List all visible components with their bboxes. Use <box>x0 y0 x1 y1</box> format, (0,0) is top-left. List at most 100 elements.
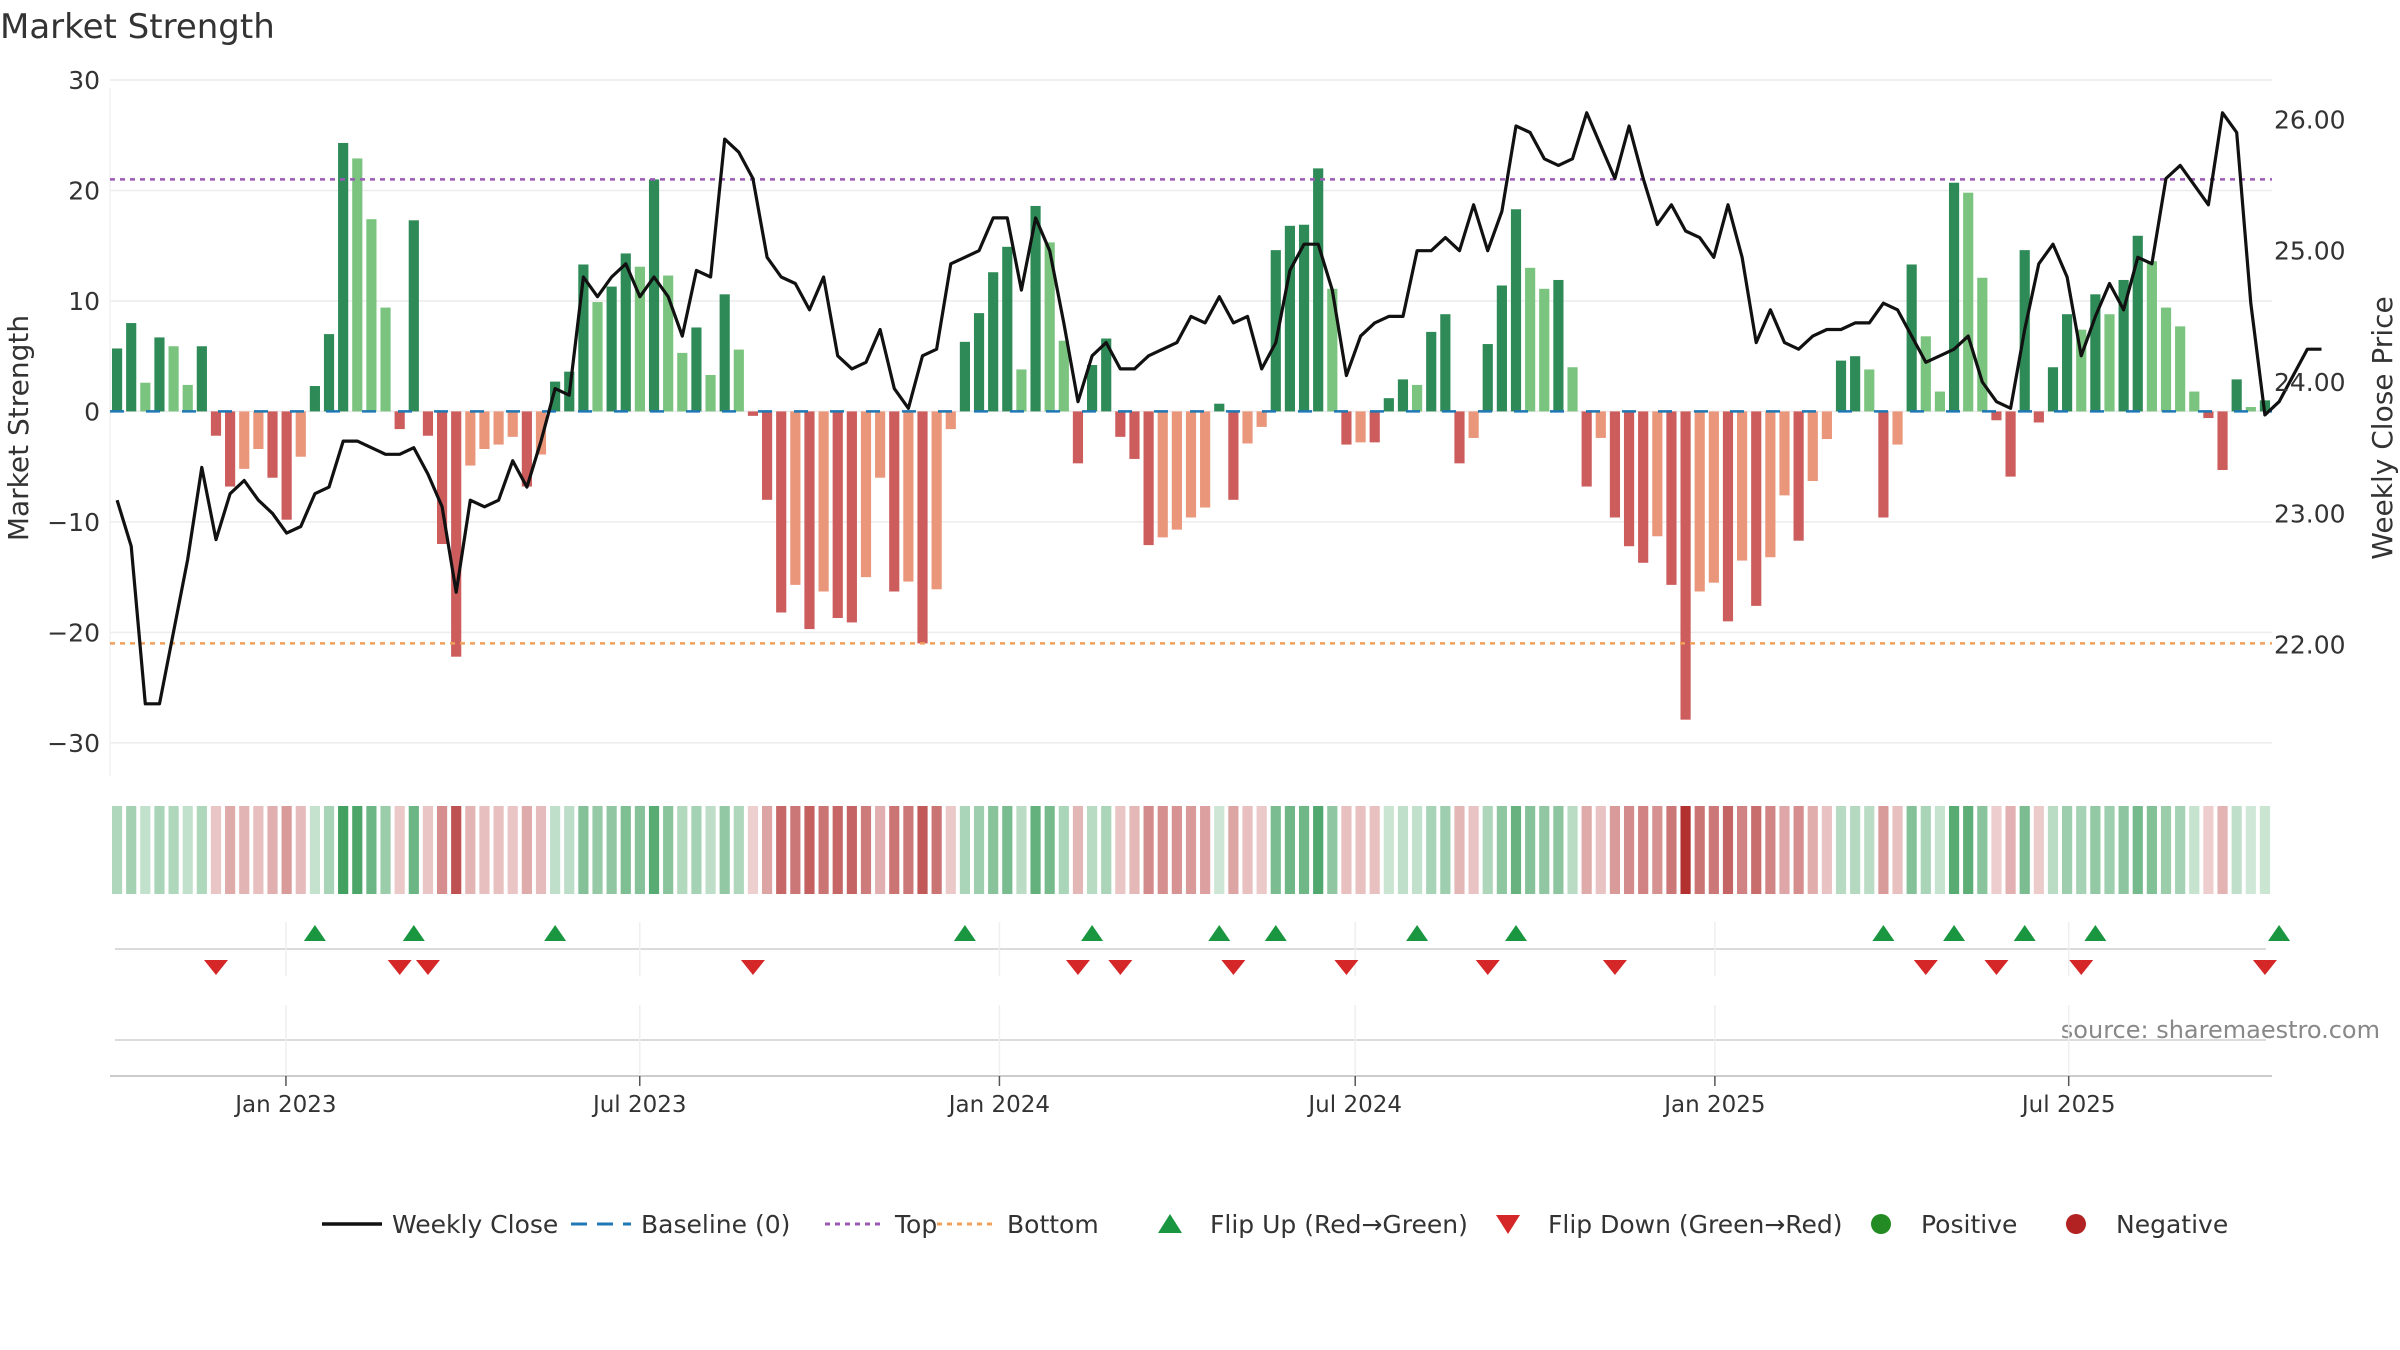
strength-bar <box>832 411 843 619</box>
heat-cell <box>1878 806 1889 894</box>
heat-cell <box>1157 806 1168 894</box>
heat-cell <box>776 806 787 894</box>
strength-bar <box>733 349 744 412</box>
strength-bar <box>860 411 872 578</box>
flip-up-marker <box>2268 925 2291 941</box>
legend-label: Top <box>894 1210 937 1239</box>
heat-cell <box>719 806 730 894</box>
heat-cell <box>1086 806 1098 894</box>
heat-cell <box>959 806 970 894</box>
heat-cell <box>196 806 207 894</box>
x-tick-label: Jan 2024 <box>947 1092 1050 1118</box>
heat-cell <box>705 806 716 894</box>
heat-cell <box>2118 806 2129 894</box>
legend-swatch <box>2066 1214 2086 1234</box>
heat-cell <box>521 806 532 894</box>
strength-bar <box>366 219 377 412</box>
axis-labels: 30 20 10 0 −10 −20 −30 26.00 25.00 24.00 23.00 22.0… <box>47 66 2345 758</box>
y-tick-label: 0 <box>84 397 100 426</box>
strength-bar <box>1722 411 1734 622</box>
heat-cell <box>253 806 264 894</box>
heat-cell <box>1496 806 1507 894</box>
strength-bar <box>1341 411 1352 445</box>
strength-bar <box>1440 314 1451 412</box>
strength-bar <box>1228 411 1239 500</box>
y-tick-label: 10 <box>68 287 100 316</box>
strength-bar <box>620 253 631 412</box>
strength-bar <box>578 264 589 412</box>
heat-cell <box>451 806 462 894</box>
heat-cell <box>1666 806 1677 894</box>
strength-bar <box>182 384 193 412</box>
strength-bar <box>2217 411 2228 470</box>
strength-bar <box>1666 411 1677 585</box>
heat-cell <box>1058 806 1069 894</box>
flip-down-marker <box>203 960 228 975</box>
heat-cell <box>1850 806 1861 894</box>
heat-cell <box>691 806 702 894</box>
strength-bar <box>1807 411 1818 482</box>
heat-cell <box>761 806 773 894</box>
strength-bar <box>1567 367 1578 412</box>
heat-cell <box>1228 806 1239 894</box>
flip-up-marker <box>2013 925 2036 941</box>
x-axis: Jan 2023 Jul 2023 Jan 2024 Jul 2024 Jan 2025… <box>110 1075 2272 1118</box>
heat-cell <box>1016 806 1027 894</box>
heat-cell <box>111 806 123 894</box>
strength-bar <box>889 411 900 592</box>
strength-bar <box>1101 338 1112 412</box>
chart-title: Market Strength <box>0 7 275 47</box>
strength-bar <box>1496 285 1507 412</box>
heat-cell <box>606 806 617 894</box>
legend-label: Weekly Close <box>392 1210 558 1239</box>
strength-bar <box>168 346 179 412</box>
strength-bar <box>663 275 674 412</box>
strength-bar <box>239 411 250 469</box>
strength-bar <box>1256 411 1267 427</box>
heat-cell <box>2005 806 2016 894</box>
heat-cell <box>634 806 645 894</box>
flip-up-marker <box>402 925 425 941</box>
strength-bar <box>1030 205 1041 412</box>
strength-bar <box>1751 411 1762 606</box>
heat-cell <box>2146 806 2157 894</box>
y2-tick-label: 24.00 <box>2274 368 2346 397</box>
heat-cell <box>1171 806 1182 894</box>
x-tick-label: Jul 2024 <box>1306 1092 1402 1118</box>
y2-tick-label: 26.00 <box>2274 105 2346 134</box>
heat-cell <box>225 806 236 894</box>
strength-bar <box>1369 411 1380 443</box>
flip-up-marker <box>1406 925 1429 941</box>
strength-bar <box>776 411 787 613</box>
heat-cell <box>1200 806 1211 894</box>
flip-up-marker <box>303 925 326 941</box>
legend: Weekly Close Baseline (0) Top Bottom Flip Up… <box>322 1210 2228 1239</box>
strength-bar <box>1920 336 1931 412</box>
flip-down-marker <box>415 960 440 975</box>
heat-cell <box>2033 806 2044 894</box>
heat-cell <box>2104 806 2115 894</box>
strength-bars <box>111 142 2271 720</box>
strength-bar <box>1327 288 1338 412</box>
heat-cell <box>1298 806 1310 894</box>
strength-bar <box>1129 411 1140 459</box>
heat-cell <box>1185 806 1197 894</box>
strength-bar <box>196 346 207 412</box>
strength-bar <box>2146 261 2157 412</box>
heat-cell <box>2231 806 2242 894</box>
strength-bar <box>1412 384 1423 412</box>
heat-cell <box>1440 806 1451 894</box>
strength-bar <box>1539 288 1550 412</box>
strength-bar <box>323 334 335 412</box>
heat-cell <box>2019 806 2030 894</box>
strength-bar <box>959 341 970 412</box>
strength-bar <box>1510 209 1522 412</box>
heat-cell <box>1977 806 1988 894</box>
heat-cell <box>1793 806 1804 894</box>
heat-cell <box>465 806 476 894</box>
heat-cell <box>1680 806 1691 894</box>
heat-cell <box>422 806 434 894</box>
heat-cell <box>2160 806 2172 894</box>
heat-cell <box>945 806 956 894</box>
heat-cell <box>846 806 857 894</box>
